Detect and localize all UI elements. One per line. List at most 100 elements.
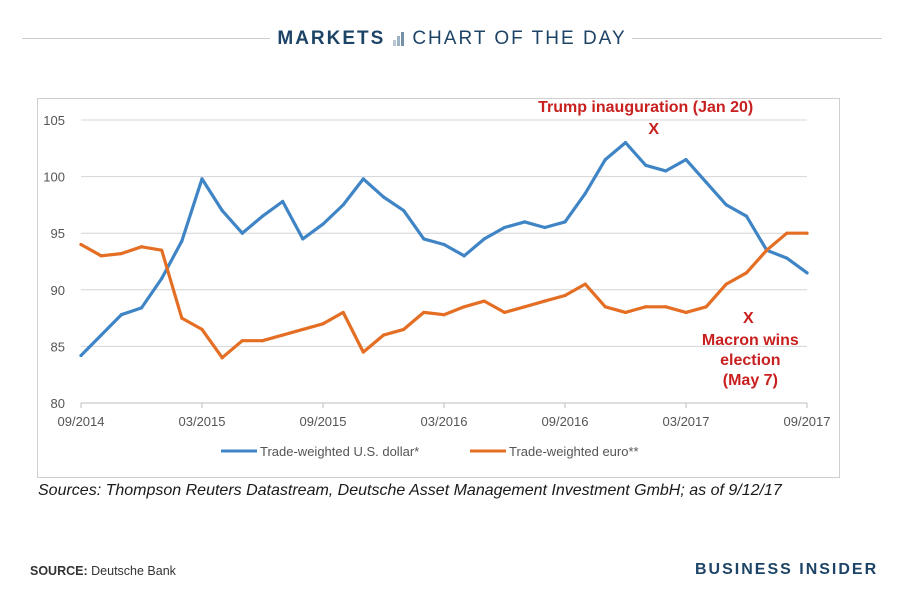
data-point xyxy=(422,237,426,241)
data-point xyxy=(139,245,144,249)
data-point xyxy=(341,310,345,315)
annotation-marker: X xyxy=(743,310,754,327)
data-point xyxy=(301,327,305,332)
annotation-marker: X xyxy=(648,121,659,138)
series-line-euro xyxy=(79,231,809,360)
data-point xyxy=(79,242,83,247)
data-point xyxy=(462,305,466,309)
data-point xyxy=(180,239,184,243)
data-point xyxy=(240,231,244,235)
data-point xyxy=(765,248,769,252)
data-point xyxy=(200,177,204,181)
data-point xyxy=(664,305,668,309)
y-tick-label: 95 xyxy=(51,226,65,241)
data-point xyxy=(664,169,668,173)
footer-source: SOURCE: Deutsche Bank xyxy=(30,564,176,578)
y-tick-label: 105 xyxy=(43,113,65,128)
data-point xyxy=(523,305,527,309)
data-point xyxy=(260,339,265,343)
data-point xyxy=(583,191,587,196)
data-point xyxy=(805,231,809,235)
data-point xyxy=(240,339,244,343)
source-label: SOURCE: xyxy=(30,564,88,578)
legend-label: Trade-weighted U.S. dollar* xyxy=(260,444,419,459)
x-tick-label: 09/2017 xyxy=(784,414,831,429)
data-point xyxy=(502,310,507,315)
data-point xyxy=(785,256,789,260)
data-point xyxy=(361,177,365,181)
x-tick-label: 09/2016 xyxy=(542,414,589,429)
x-tick-label: 09/2014 xyxy=(58,414,105,429)
data-point xyxy=(482,237,486,241)
data-point xyxy=(805,271,809,275)
data-point xyxy=(704,180,708,184)
data-point xyxy=(281,333,285,337)
chart-of-the-day-label: CHART OF THE DAY xyxy=(412,28,627,49)
data-point xyxy=(442,313,446,317)
data-point xyxy=(583,282,587,286)
y-tick-label: 90 xyxy=(51,283,65,298)
data-point xyxy=(442,242,446,247)
data-point xyxy=(623,310,628,315)
data-point xyxy=(785,231,789,235)
data-point xyxy=(482,299,486,303)
data-point xyxy=(301,237,305,241)
data-point xyxy=(422,310,426,315)
y-tick-label: 85 xyxy=(51,339,65,354)
data-point xyxy=(603,305,607,309)
sources-note: Sources: Thompson Reuters Datastream, De… xyxy=(38,482,782,499)
data-point xyxy=(180,316,184,320)
annotation-label: (May 7) xyxy=(723,372,778,389)
line-chart: 80 85 90 95 100 105 09/2014 03/2015 09/2015 03/20… xyxy=(43,99,831,459)
data-point xyxy=(644,163,648,167)
annotation-label: election xyxy=(720,352,780,369)
x-tick-label: 03/2015 xyxy=(179,414,226,429)
data-point xyxy=(724,203,728,207)
x-tick-label: 03/2017 xyxy=(663,414,710,429)
header-rule-left xyxy=(22,38,270,39)
data-point xyxy=(381,333,386,337)
business-insider-logo: BUSINESS INSIDER xyxy=(695,561,879,578)
data-point xyxy=(200,327,204,332)
data-point xyxy=(139,306,144,310)
data-point xyxy=(744,214,749,218)
annotation-label: Trump inauguration (Jan 20) xyxy=(538,99,753,116)
data-point xyxy=(160,248,164,252)
data-point xyxy=(321,222,325,226)
data-point xyxy=(381,195,386,199)
data-point xyxy=(220,356,224,360)
data-point xyxy=(402,327,406,332)
data-point xyxy=(724,282,728,286)
x-tick-label: 09/2015 xyxy=(300,414,347,429)
data-point xyxy=(623,141,628,145)
data-point xyxy=(603,158,607,162)
chart-header: MARKETS CHART OF THE DAY xyxy=(0,24,900,54)
data-point xyxy=(281,199,285,204)
source-value: Deutsche Bank xyxy=(91,564,176,578)
data-point xyxy=(684,310,688,315)
section-label: MARKETS xyxy=(277,28,386,49)
data-point xyxy=(220,208,224,213)
header-rule-right xyxy=(632,38,882,39)
data-point xyxy=(543,225,547,230)
data-point xyxy=(704,305,708,309)
data-point xyxy=(684,158,688,162)
chart-frame: 80 85 90 95 100 105 09/2014 03/2015 09/2015 03/20… xyxy=(37,98,840,478)
bar-chart-icon xyxy=(393,32,405,46)
data-point xyxy=(160,276,164,281)
y-tick-label: 100 xyxy=(43,170,65,185)
annotation-label: Macron wins xyxy=(702,332,799,349)
data-point xyxy=(402,208,406,213)
data-point xyxy=(563,293,567,298)
data-point xyxy=(341,203,345,207)
data-point xyxy=(119,313,123,317)
y-tick-label: 80 xyxy=(51,396,65,411)
data-point xyxy=(543,299,547,303)
data-point xyxy=(99,333,103,337)
data-point xyxy=(321,322,325,326)
data-point xyxy=(744,271,749,275)
data-point xyxy=(119,251,123,256)
data-point xyxy=(523,220,527,224)
data-point xyxy=(99,254,103,258)
data-point xyxy=(361,350,365,354)
